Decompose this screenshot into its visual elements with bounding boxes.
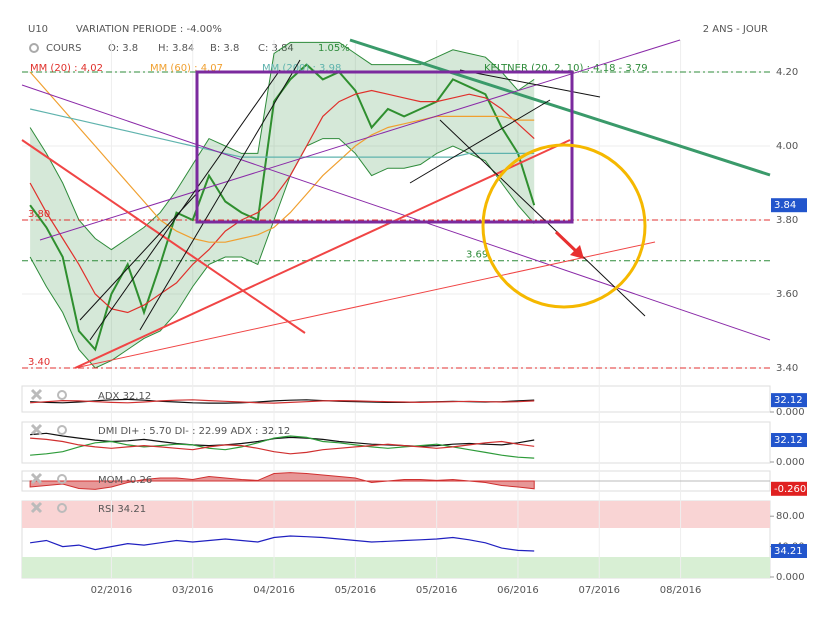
last-value-tag	[771, 198, 807, 213]
last-value-label: 34.21	[774, 546, 803, 557]
y-tick-label: 0.000	[776, 572, 805, 583]
panels	[21, 385, 771, 579]
indicator-label: ADX 32.12	[98, 391, 151, 402]
series-line	[30, 399, 535, 404]
trend-line	[89, 69, 281, 341]
y-tick-label: 0.000	[776, 407, 805, 418]
indicator-label: DMI DI+ : 5.70 DI- : 22.99 ADX : 32.12	[98, 426, 290, 437]
symbol: U10	[28, 24, 48, 35]
last-value-tag	[771, 433, 807, 448]
series-line	[29, 108, 535, 158]
keltner-fill	[30, 42, 535, 369]
trend-line	[21, 84, 771, 341]
y-tick-label: 4.20	[776, 67, 798, 78]
x-tick-label: 06/2016	[497, 585, 539, 596]
quote-open: O: 3.8	[108, 43, 138, 54]
legend-entry: MM (20) : 4.02	[30, 63, 103, 74]
variation: VARIATION PERIODE : -4.00%	[76, 24, 222, 35]
series-line	[29, 89, 535, 314]
last-value-tag	[771, 393, 807, 408]
y-tick-label: 80.00	[776, 511, 805, 522]
quote-low: B: 3.8	[210, 43, 239, 54]
settings-icon	[57, 425, 67, 435]
x-tick-label: 02/2016	[91, 585, 133, 596]
rsi-oversold-zone	[22, 557, 770, 578]
last-value-tag	[771, 481, 807, 496]
keltner-lower	[29, 138, 535, 369]
trend-lines	[21, 38, 771, 369]
trend-line	[459, 69, 601, 98]
settings-icon[interactable]	[29, 43, 39, 53]
trend-line	[21, 139, 306, 334]
trend-line	[349, 38, 771, 177]
y-tick-label: 4.00	[776, 141, 798, 152]
arrow-head	[570, 245, 584, 259]
x-tick-label: 07/2016	[578, 585, 620, 596]
last-value-label: 3.84	[774, 200, 796, 211]
close-icon	[30, 423, 43, 436]
keltner-upper	[29, 41, 535, 251]
series-line	[30, 432, 535, 447]
trend-line	[409, 99, 551, 184]
series-line	[29, 71, 535, 243]
level-label: 3.80	[28, 209, 50, 220]
y-tick-label: 3.80	[776, 215, 798, 226]
level-label: 3.40	[28, 357, 50, 368]
series-line	[30, 535, 535, 552]
x-tick-label: 08/2016	[660, 585, 702, 596]
x-tick-label: 05/2016	[416, 585, 458, 596]
level-label: 3.69	[466, 250, 488, 261]
last-value-label: -0.260	[774, 484, 806, 495]
series-line	[30, 435, 535, 459]
indicator-label: RSI 34.21	[98, 504, 146, 515]
adx-panel	[21, 385, 771, 413]
close-icon	[30, 388, 43, 401]
x-tick-label: 03/2016	[172, 585, 214, 596]
highlight-circle	[481, 143, 647, 309]
quote-high: H: 3.84	[158, 43, 194, 54]
trend-line	[74, 139, 571, 369]
close-icon	[30, 501, 43, 514]
dmi-panel	[21, 421, 771, 464]
x-tick-label: 05/2016	[335, 585, 377, 596]
settings-icon	[57, 503, 67, 513]
last-value-tag	[771, 544, 807, 559]
last-value-label: 32.12	[774, 435, 803, 446]
trend-line	[139, 59, 301, 331]
period: 2 ANS - JOUR	[703, 24, 768, 35]
y-tick-label: 3.40	[776, 363, 798, 374]
legend-entry: KELTNER (20, 2, 10) : 4.18 - 3.79	[484, 63, 648, 74]
legend-entry: MM (60) : 4.07	[150, 63, 223, 74]
legend-entry: MM (200) : 3.98	[262, 63, 341, 74]
last-value-label: 32.12	[774, 395, 803, 406]
series-line	[30, 437, 535, 455]
quote-change: 1.05%	[318, 43, 350, 54]
x-tick-label: 04/2016	[253, 585, 295, 596]
series-label: COURS	[46, 43, 81, 54]
arrow-shaft	[554, 230, 580, 255]
highlight-box	[195, 70, 574, 224]
momentum-area	[29, 472, 535, 490]
settings-icon	[57, 474, 67, 484]
y-tick-label: 0.000	[776, 457, 805, 468]
y-tick-label: 3.60	[776, 289, 798, 300]
quote-close: C: 3.84	[258, 43, 294, 54]
rsi-overbought-zone	[22, 501, 770, 528]
trend-line	[439, 119, 646, 317]
indicator-label: MOM -0.26	[98, 475, 152, 486]
trend-line	[74, 241, 656, 369]
settings-icon	[57, 390, 67, 400]
close-icon	[30, 472, 43, 485]
